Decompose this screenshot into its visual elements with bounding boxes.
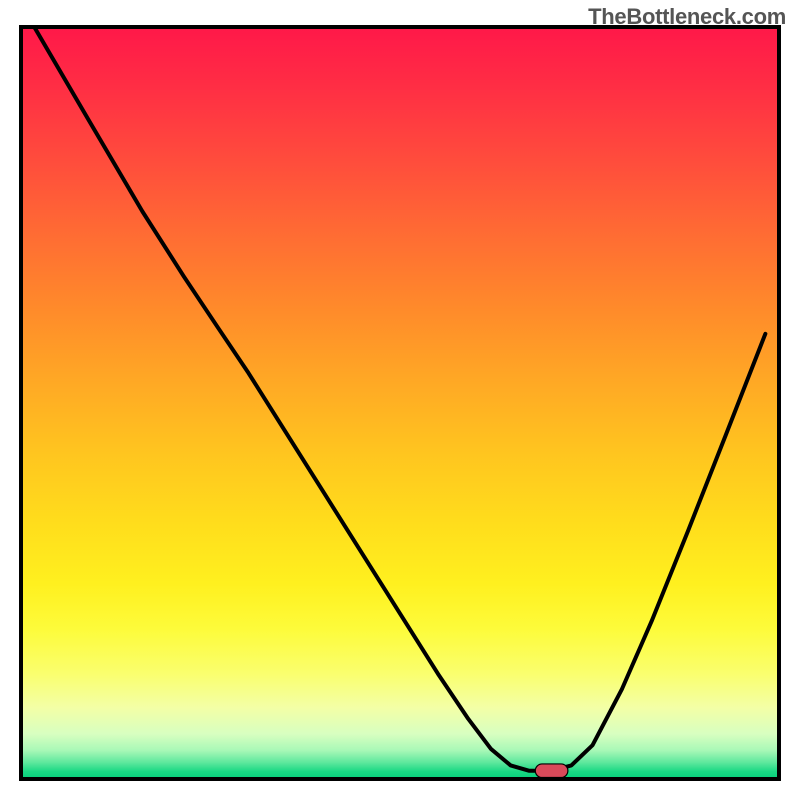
chart-frame: TheBottleneck.com (0, 0, 800, 800)
gradient-background (21, 27, 779, 779)
optimal-marker (535, 764, 568, 778)
watermark-text: TheBottleneck.com (588, 4, 786, 30)
bottleneck-chart (0, 0, 800, 800)
